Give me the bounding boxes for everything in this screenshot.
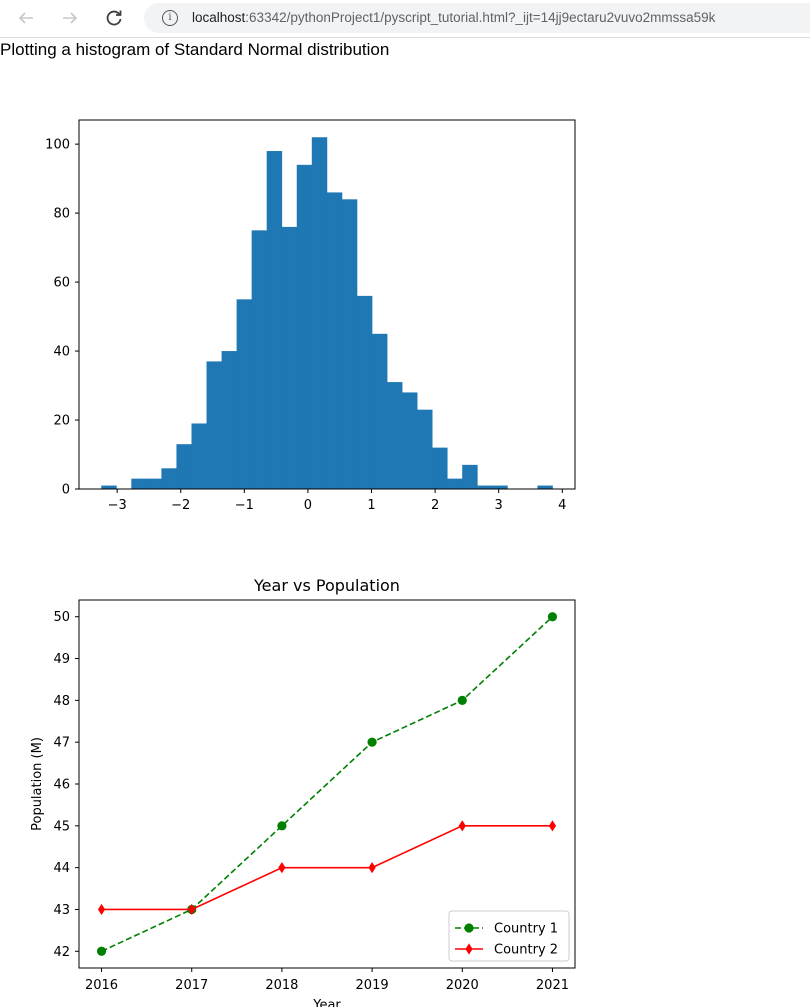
x-tick-label: 1 (367, 498, 375, 513)
data-point (188, 903, 196, 916)
y-tick-label: 0 (62, 483, 70, 498)
legend-marker (464, 923, 474, 933)
histogram-bar (432, 447, 448, 489)
chart-title: Year vs Population (253, 576, 400, 595)
browser-toolbar: i localhost:63342/pythonProject1/pyscrip… (0, 0, 810, 38)
y-tick-label: 42 (53, 945, 70, 960)
y-tick-label: 60 (53, 276, 70, 291)
x-tick-label: 3 (495, 498, 503, 513)
y-tick-label: 48 (53, 694, 70, 709)
histogram-bar (236, 299, 253, 489)
population-line-chart: Year vs Population 2016 2017 2018 2019 2020 20… (30, 576, 576, 1007)
histogram-bar (191, 423, 207, 489)
histogram-bar (326, 192, 343, 490)
x-tick-label: 2018 (265, 978, 298, 993)
data-point (458, 820, 466, 832)
legend-label: Country 2 (494, 943, 558, 958)
forward-button[interactable] (57, 6, 83, 30)
histogram-bar (387, 382, 403, 489)
x-tick-label: −3 (108, 498, 127, 513)
series-line-1 (101, 616, 553, 952)
histogram-bar (311, 137, 328, 490)
x-axis-label: Year (312, 998, 341, 1007)
data-point (368, 862, 376, 874)
x-tick-label: 2019 (356, 978, 389, 993)
address-bar[interactable]: i localhost:63342/pythonProject1/pyscrip… (144, 3, 810, 33)
histogram-bar (161, 468, 177, 489)
histogram-bar (131, 478, 147, 489)
x-tick-label: 2017 (175, 978, 208, 993)
data-point (457, 695, 467, 705)
y-tick-label: 40 (53, 345, 70, 360)
arrow-left-icon (18, 12, 33, 24)
legend-label: Country 1 (494, 922, 558, 937)
histogram-bar (477, 485, 493, 489)
data-point (547, 612, 558, 622)
histogram-bar (371, 333, 388, 489)
back-button[interactable] (13, 6, 39, 30)
histogram-bar (537, 485, 553, 489)
histogram-bar (356, 295, 373, 489)
plot-frame (78, 119, 576, 490)
y-tick-label: 20 (53, 414, 70, 429)
y-tick-label: 45 (53, 819, 70, 834)
y-tick-label: 50 (53, 610, 70, 625)
data-point (97, 903, 106, 916)
page-heading: Plotting a histogram of Standard Normal … (0, 40, 390, 59)
x-tick-label: 4 (558, 498, 566, 513)
y-axis-label: Population (M) (30, 737, 45, 831)
data-point (548, 820, 557, 832)
histogram-bar (402, 392, 418, 489)
series-line-2 (101, 825, 553, 911)
x-tick-label: 2021 (536, 978, 569, 993)
arrow-right-icon (63, 12, 78, 24)
histogram-bar (492, 485, 508, 489)
x-tick-label: 0 (304, 498, 312, 513)
data-point (96, 946, 107, 956)
reload-button[interactable] (101, 6, 127, 30)
histogram-bar (266, 151, 283, 489)
y-tick-label: 43 (53, 903, 70, 918)
legend-marker (465, 943, 473, 955)
y-tick-label: 100 (45, 138, 70, 153)
histogram-bar (146, 478, 162, 489)
y-tick-label: 44 (53, 861, 70, 876)
data-point (367, 737, 377, 747)
histogram-bar (206, 361, 222, 489)
y-tick-label: 47 (53, 736, 70, 751)
y-tick-label: 49 (53, 652, 70, 667)
histogram-bar (101, 485, 117, 489)
y-tick-label: 80 (53, 207, 70, 222)
histogram-bar (417, 409, 433, 489)
x-tick-label: −1 (235, 498, 254, 513)
histogram-bar (176, 444, 192, 489)
url-host: localhost (192, 10, 246, 25)
y-tick-label: 46 (53, 778, 70, 793)
url-path: :63342/pythonProject1/pyscript_tutorial.… (245, 10, 716, 25)
x-tick-label: 2020 (446, 978, 479, 993)
histogram-bar (281, 226, 298, 489)
histogram-bar (447, 478, 463, 489)
x-tick-label: 2 (431, 498, 439, 513)
data-point (277, 821, 287, 831)
histogram-bar (341, 199, 358, 489)
histogram-bar (462, 464, 478, 489)
histogram-bar (296, 164, 313, 489)
data-point (278, 862, 286, 874)
reload-icon (106, 10, 122, 26)
x-tick-label: 2016 (85, 978, 118, 993)
histogram-bar (251, 230, 268, 490)
info-icon[interactable]: i (162, 10, 178, 26)
x-tick-label: −2 (171, 498, 190, 513)
url-text[interactable]: localhost:63342/pythonProject1/pyscript_… (192, 10, 715, 25)
histogram-bar (221, 351, 238, 489)
